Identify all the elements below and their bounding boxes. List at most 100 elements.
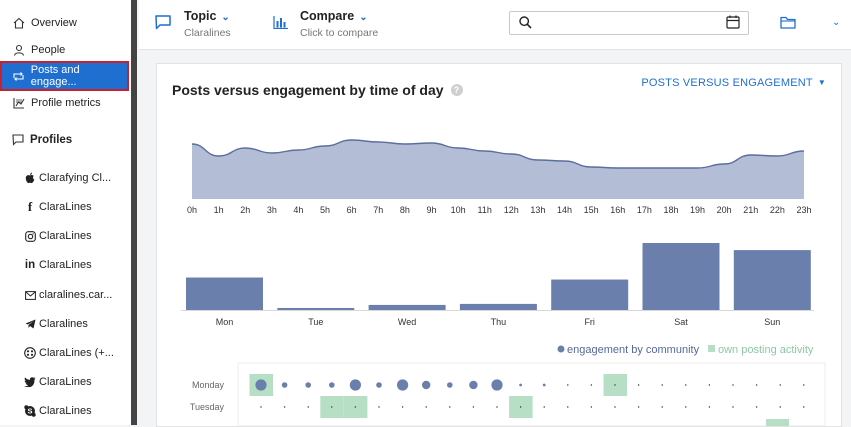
engagement-dot xyxy=(614,384,616,386)
topic-subtitle: Claralines xyxy=(184,27,231,39)
x-tick-label: 1h xyxy=(214,205,224,215)
nav-profile-metrics[interactable]: Profile metrics xyxy=(0,91,131,115)
engagement-dot xyxy=(637,384,640,386)
engagement-dot xyxy=(255,379,267,391)
engagement-dot xyxy=(519,383,522,387)
profile-item[interactable]: claralines.car... xyxy=(0,285,131,305)
engagement-dot xyxy=(779,406,781,408)
linkedin-icon: in xyxy=(24,259,36,271)
nav-label: Posts and engage... xyxy=(30,64,80,88)
x-tick-label: 17h xyxy=(637,205,652,215)
x-tick-label: 8h xyxy=(400,205,410,215)
profile-item[interactable]: ClaraLines (+... xyxy=(0,343,131,363)
view-dropdown[interactable]: POSTS VERSUS ENGAGEMENT ▼ xyxy=(641,77,826,89)
engagement-dot xyxy=(425,406,427,408)
engagement-dot xyxy=(590,406,593,408)
instagram-icon xyxy=(23,230,37,242)
x-tick-label: 23h xyxy=(796,205,811,215)
x-tick-label: 9h xyxy=(426,205,436,215)
x-tick-label: 6h xyxy=(347,205,357,215)
charts-canvas: 0h 1h 2h 3h 4h 5h 6h 7h 8h 9h 10h 11h 12h 13h 14h 15h 16… xyxy=(181,139,826,426)
profile-item[interactable]: Claralines xyxy=(0,314,131,334)
chevron-down-icon: ⌄ xyxy=(359,12,368,23)
bar-chart-icon xyxy=(273,16,288,39)
posting-vs-engagement-dot-matrix: Monday Tuesday xyxy=(190,362,826,426)
caret-down-icon: ▼ xyxy=(817,78,826,87)
engagement-dot xyxy=(397,379,409,391)
x-tick-label: 13h xyxy=(530,205,545,215)
comment-icon xyxy=(12,134,24,146)
engagement-dot xyxy=(590,384,593,386)
engagement-dot xyxy=(543,406,545,408)
x-tick-label: 22h xyxy=(770,205,785,215)
nav-posts-and-engagement[interactable]: Posts and engage... xyxy=(0,61,129,91)
x-tick-label: 3h xyxy=(267,205,277,215)
bar xyxy=(551,279,629,310)
x-tick-label: 5h xyxy=(320,205,330,215)
row-label: Tuesday xyxy=(190,402,225,412)
engagement-dot xyxy=(661,384,663,386)
engagement-dot xyxy=(803,406,805,408)
chevron-down-icon[interactable]: ⌄ xyxy=(832,17,841,28)
engagement-dot xyxy=(732,406,734,408)
profile-item[interactable]: ClaraLines xyxy=(0,372,131,392)
engagement-dot xyxy=(447,382,453,388)
engagement-dot xyxy=(567,384,569,386)
calendar-icon[interactable] xyxy=(726,15,740,29)
engagement-dot xyxy=(260,406,262,408)
engagement-dot xyxy=(496,406,498,408)
engagement-dot xyxy=(283,406,286,408)
matrix-frame xyxy=(237,362,826,426)
compare-title: Compare xyxy=(300,9,355,23)
bar xyxy=(186,277,263,310)
search-input[interactable] xyxy=(509,11,749,35)
nav-overview[interactable]: Overview xyxy=(0,11,131,35)
chart-legend: engagement by community own posting activ… xyxy=(557,344,814,356)
sidebar-scrollbar[interactable] xyxy=(131,0,137,425)
nav-people[interactable]: People xyxy=(0,38,131,62)
bar-category-label: Sun xyxy=(764,317,780,327)
engagement-dot xyxy=(542,383,546,387)
compare-subtitle: Click to compare xyxy=(300,27,379,39)
x-tick-label: 18h xyxy=(663,205,678,215)
legend-engagement-swatch xyxy=(557,345,565,353)
legend-posting-label: own posting activity xyxy=(718,344,814,356)
engagement-dot xyxy=(354,406,357,408)
telegram-icon xyxy=(23,319,37,329)
chat-bubble-icon xyxy=(155,15,171,39)
bar-category-label: Fri xyxy=(584,317,595,327)
x-tick-label: 11h xyxy=(478,205,492,215)
profile-item[interactable]: S ClaraLines xyxy=(0,401,131,421)
bar xyxy=(277,307,355,310)
twitter-icon xyxy=(23,377,37,387)
bar xyxy=(368,304,446,310)
posts-engagement-card: Posts versus engagement by time of day ?… xyxy=(156,63,842,427)
engagement-dot xyxy=(349,379,361,391)
engagement-dot xyxy=(708,406,711,408)
bar xyxy=(733,250,811,310)
profile-item[interactable]: in ClaraLines xyxy=(24,259,92,271)
bar xyxy=(642,243,720,310)
profile-item[interactable]: Clarafying Cl... xyxy=(0,168,131,188)
help-icon[interactable]: ? xyxy=(450,84,463,96)
topic-selector[interactable]: Topic ⌄ Claralines xyxy=(155,9,231,39)
hourly-engagement-area-chart: 0h 1h 2h 3h 4h 5h 6h 7h 8h 9h 10h 11h 12h 13h 14h 15h 16… xyxy=(187,139,812,215)
legend-posting-swatch xyxy=(708,345,715,352)
person-icon xyxy=(11,44,27,56)
compare-selector[interactable]: Compare ⌄ Click to compare xyxy=(273,9,378,39)
bar-category-label: Wed xyxy=(398,317,416,327)
engagement-dot xyxy=(469,380,478,390)
profile-item[interactable]: f ClaraLines xyxy=(0,197,131,217)
engagement-dot xyxy=(685,384,687,386)
engagement-dot xyxy=(307,406,309,408)
area-line xyxy=(191,139,805,169)
x-tick-label: 14h xyxy=(557,205,572,215)
engagement-dot xyxy=(637,406,640,408)
topic-title: Topic xyxy=(184,9,217,23)
multi-network-icon xyxy=(23,347,37,359)
apple-icon xyxy=(23,172,37,184)
repost-icon xyxy=(11,71,27,82)
profile-item[interactable]: ClaraLines xyxy=(0,226,131,246)
folder-icon[interactable] xyxy=(780,16,796,29)
search-icon xyxy=(519,16,532,29)
